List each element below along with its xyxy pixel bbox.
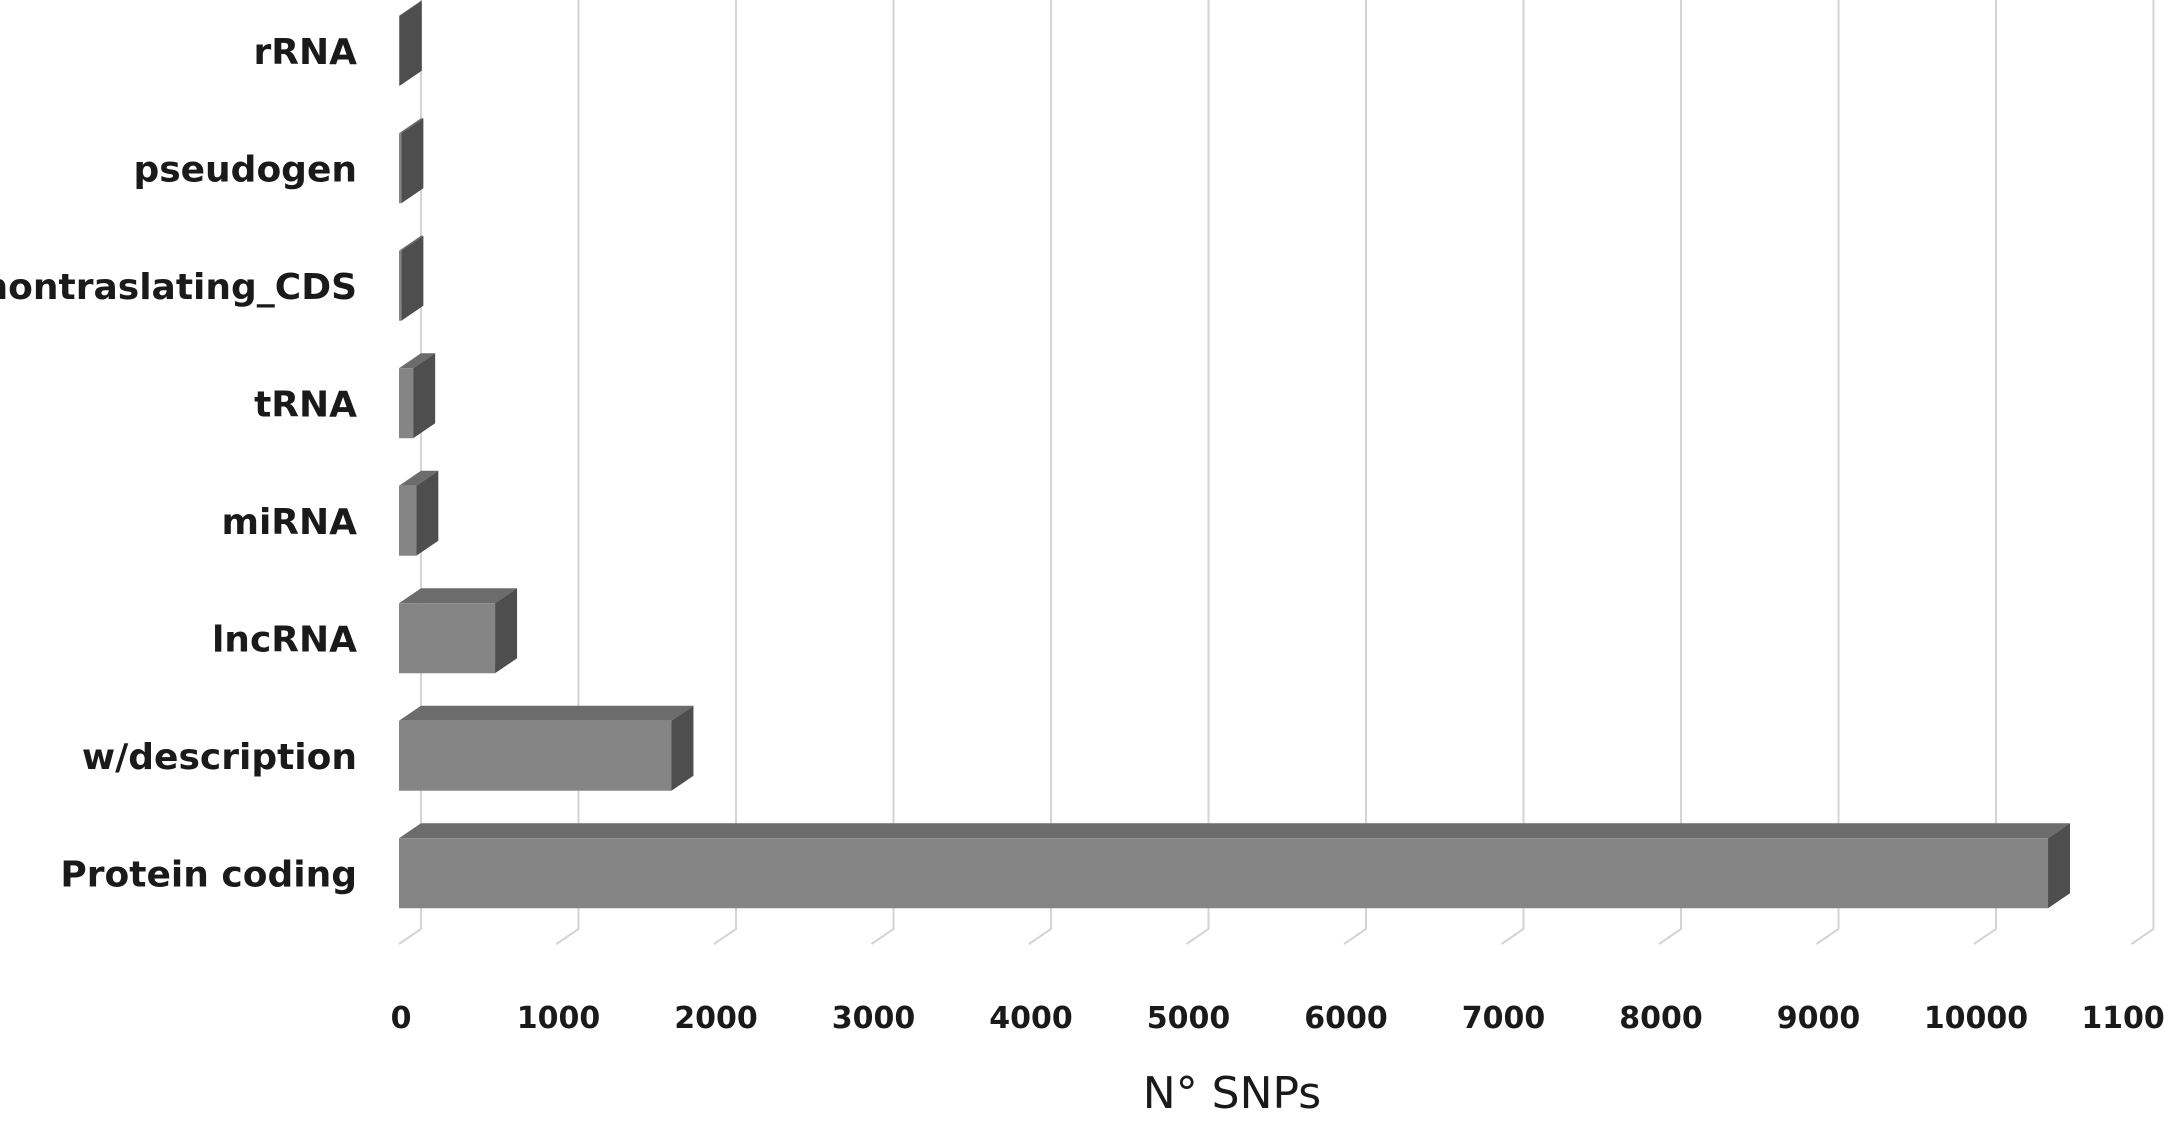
bar-2	[399, 118, 424, 204]
bar-front-face	[399, 838, 2049, 909]
category-label-4: tRNA	[254, 384, 357, 425]
gridline-8000	[1658, 0, 1682, 945]
bar-front-face	[399, 133, 402, 204]
bar-top-face	[399, 470, 439, 486]
x-tick-label-2000: 2000	[674, 1001, 758, 1036]
bars	[399, 0, 2071, 909]
bar-side-face	[401, 118, 424, 204]
gridline-5000	[1185, 0, 1210, 945]
bar-front-face	[399, 720, 672, 791]
bar-top-face	[399, 353, 436, 369]
bar-side-face	[671, 705, 694, 791]
gridline-10000	[1973, 0, 1997, 945]
gridline-7000	[1500, 0, 1525, 945]
bar-top-face	[399, 705, 694, 721]
bar-side-face	[401, 235, 424, 321]
gridline-11000	[2130, 0, 2155, 945]
x-tick-label-5000: 5000	[1147, 1001, 1231, 1036]
gridline-9000	[1815, 0, 1840, 945]
bar-side-face	[413, 353, 436, 439]
x-tick-label-7000: 7000	[1462, 1001, 1546, 1036]
bar-side-face	[399, 0, 422, 86]
gridline-1000	[555, 0, 580, 945]
category-label-7: w/description	[82, 737, 357, 778]
bar-side-face	[416, 470, 439, 556]
x-tick-label-11000: 11000	[2081, 1001, 2165, 1036]
bar-top-face	[399, 235, 424, 251]
bar-side-face	[495, 588, 518, 674]
x-tick-label-0: 0	[391, 1001, 412, 1036]
bar-top-face	[399, 0, 422, 16]
x-tick-label-9000: 9000	[1777, 1001, 1861, 1036]
bar-5	[399, 470, 439, 556]
category-label-8: Protein coding	[60, 854, 357, 895]
x-axis-title: N° SNPs	[1143, 1068, 1321, 1119]
category-label-2: pseudogen	[133, 149, 357, 190]
category-label-1: rRNA	[254, 32, 358, 73]
x-tick-label-3000: 3000	[832, 1001, 916, 1036]
bar-front-face	[399, 250, 402, 321]
bar-top-face	[399, 588, 518, 604]
category-label-5: miRNA	[221, 502, 357, 543]
bar-front-face	[399, 603, 496, 674]
gridline-3000	[870, 0, 895, 945]
gridline-6000	[1343, 0, 1367, 945]
x-tick-label-10000: 10000	[1924, 1001, 2028, 1036]
bar-6	[399, 588, 518, 674]
bar-top-face	[399, 823, 2071, 839]
bar-front-face	[399, 368, 414, 439]
bar-1	[399, 0, 422, 86]
bar-4	[399, 353, 436, 439]
bar-7	[399, 705, 694, 791]
bar-side-face	[2048, 823, 2071, 909]
gridline-4000	[1028, 0, 1052, 945]
bar-front-face	[399, 15, 400, 86]
gridline-2000	[713, 0, 737, 945]
gridline-0	[398, 0, 422, 945]
x-tick-label-6000: 6000	[1304, 1001, 1388, 1036]
bar-top-face	[399, 118, 424, 134]
x-tick-labels: 0 1000 2000 3000 4000 5000 6000 7000 8000 9000 100…	[391, 1001, 2165, 1036]
gridlines	[398, 0, 2155, 945]
category-labels: rRNA pseudogen nontraslating_CDS tRNA miRNA l…	[0, 32, 357, 896]
category-label-3: nontraslating_CDS	[0, 267, 357, 308]
bar-front-face	[399, 485, 417, 556]
bar-8	[399, 823, 2071, 909]
category-label-6: lncRNA	[212, 619, 357, 660]
x-tick-label-1000: 1000	[517, 1001, 601, 1036]
x-tick-label-4000: 4000	[989, 1001, 1073, 1036]
bar-3	[399, 235, 424, 321]
x-tick-label-8000: 8000	[1619, 1001, 1703, 1036]
